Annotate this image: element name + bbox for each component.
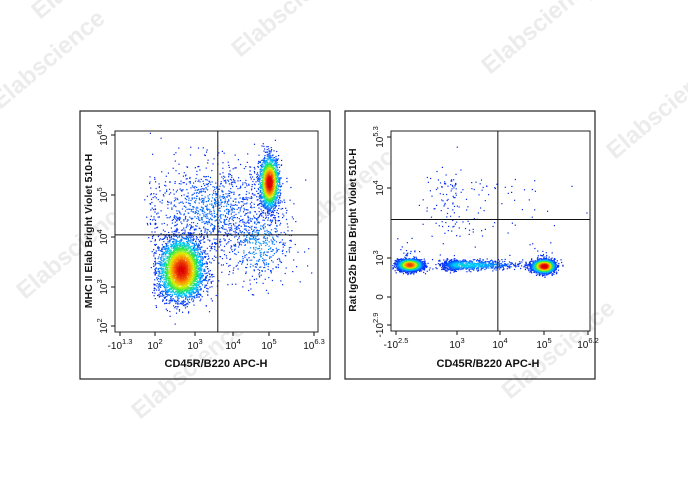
y-tick-label: 103 (95, 279, 110, 294)
x-tick-label: 102 (147, 337, 162, 352)
y-axis-ticks: 102 103 104 105 106.4 (95, 124, 115, 334)
flow-plot-mhc2: -101.3 102 103 104 105 106.3 102 103 104 105 106.… (79, 110, 331, 380)
y-tick-label: 0 (375, 294, 386, 300)
plot-area (114, 130, 319, 333)
x-axis-ticks: -102.5 103 104 105 106.2 (384, 331, 599, 351)
y-tick-label: 103 (371, 250, 386, 265)
watermark-text: Elabscience (0, 5, 110, 115)
y-tick-label: 105.3 (371, 126, 386, 148)
x-tick-label: 106.3 (303, 337, 325, 352)
panel-frame (79, 110, 331, 380)
x-tick-label: 106.2 (577, 336, 599, 351)
watermark-text: Elabscience (602, 55, 688, 165)
x-axis-ticks: -101.3 102 103 104 105 106.3 (108, 332, 325, 352)
y-tick-label: 102 (95, 318, 110, 333)
y-tick-label: 106.4 (95, 124, 110, 146)
y-axis-ticks: -102.9 0 103 104 105.3 (371, 126, 391, 337)
quadrant-gate (391, 131, 590, 331)
plot-area (390, 130, 591, 332)
y-tick-label: 104 (95, 229, 110, 244)
x-tick-label: 103 (187, 337, 202, 352)
watermark-text: Elabscience (577, 0, 688, 7)
x-tick-label: 104 (492, 336, 507, 351)
y-axis-label: Rat IgG2b Elab Bright Violet 510-H (348, 148, 359, 311)
y-tick-label: 105 (95, 187, 110, 202)
x-tick-label: 105 (536, 336, 551, 351)
x-tick-label: 105 (261, 337, 276, 352)
watermark-text: Elabscience (477, 0, 601, 80)
watermark-text: Elabscience (227, 0, 351, 63)
x-tick-label: 104 (225, 337, 240, 352)
event-dots (392, 146, 588, 278)
x-axis-label: CD45R/B220 APC-H (165, 358, 268, 370)
quadrant-gate (115, 131, 318, 332)
event-dots (144, 132, 313, 325)
y-axis-label: MHC II Elab Bright Violet 510-H (83, 154, 95, 308)
x-tick-label: -102.5 (384, 336, 409, 351)
x-tick-label: -101.3 (108, 337, 133, 352)
x-axis-label: CD45R/B220 APC-H (437, 358, 540, 370)
panel-frame (344, 110, 596, 380)
x-tick-label: 103 (449, 336, 464, 351)
flow-plot-isotype: -102.5 103 104 105 106.2 -102.90103104105.3 … (344, 110, 599, 380)
y-tick-label: -102.9 (371, 313, 386, 338)
y-tick-label: 104 (371, 180, 386, 195)
